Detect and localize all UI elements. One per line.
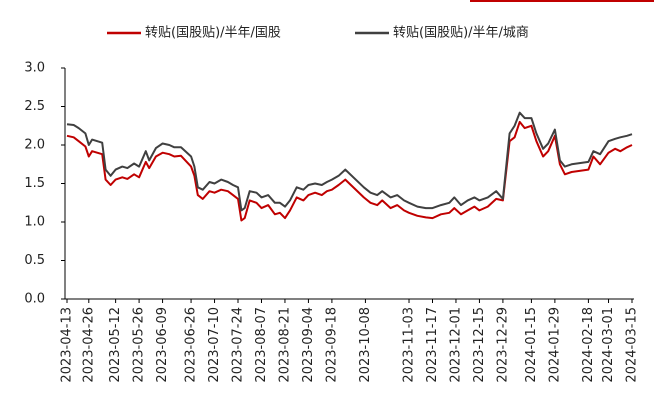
x-tick-label: 2024-02-18 bbox=[581, 307, 596, 383]
x-tick-label: 2023-05-26 bbox=[132, 307, 147, 383]
y-tick-label: 2.5 bbox=[24, 99, 45, 114]
x-tick-label: 2023-08-21 bbox=[277, 307, 292, 383]
y-tick-label: 1.0 bbox=[24, 215, 45, 230]
x-tick-label: 2024-03-01 bbox=[601, 307, 616, 383]
x-tick-label: 2023-06-09 bbox=[155, 307, 170, 383]
x-tick-label: 2023-05-12 bbox=[108, 307, 123, 383]
x-tick-label: 2023-09-18 bbox=[324, 307, 339, 383]
y-tick-label: 1.5 bbox=[24, 176, 45, 191]
x-tick-label: 2023-04-26 bbox=[81, 307, 96, 383]
x-tick-label: 2023-07-10 bbox=[207, 307, 222, 383]
x-tick-label: 2024-01-29 bbox=[547, 307, 562, 383]
x-tick-label: 2024-01-15 bbox=[524, 307, 539, 383]
x-tick-label: 2023-11-17 bbox=[425, 307, 440, 383]
x-tick-label: 2024-03-15 bbox=[625, 307, 640, 383]
legend-label: 转贴(国股贴)/半年/国股 bbox=[145, 26, 281, 41]
x-tick-label: 2023-10-08 bbox=[358, 307, 373, 383]
x-tick-label: 2023-04-13 bbox=[60, 307, 75, 383]
x-tick-label: 2023-08-07 bbox=[254, 307, 269, 383]
legend-label: 转贴(国股贴)/半年/城商 bbox=[393, 26, 529, 41]
y-tick-label: 0.5 bbox=[24, 253, 45, 268]
x-tick-label: 2023-12-01 bbox=[448, 307, 463, 383]
x-tick-label: 2023-12-15 bbox=[472, 307, 487, 383]
x-tick-label: 2023-06-26 bbox=[184, 307, 199, 383]
x-tick-label: 2023-09-04 bbox=[301, 307, 316, 383]
x-tick-label: 2023-07-24 bbox=[231, 307, 246, 383]
line-series bbox=[66, 120, 633, 222]
x-tick-label: 2023-12-29 bbox=[495, 307, 510, 383]
y-tick-label: 3.0 bbox=[24, 61, 45, 76]
x-tick-label: 2023-11-03 bbox=[402, 307, 417, 383]
y-tick-label: 2.0 bbox=[24, 138, 45, 153]
line-series bbox=[66, 111, 633, 212]
y-tick-label: 0.0 bbox=[24, 292, 45, 307]
